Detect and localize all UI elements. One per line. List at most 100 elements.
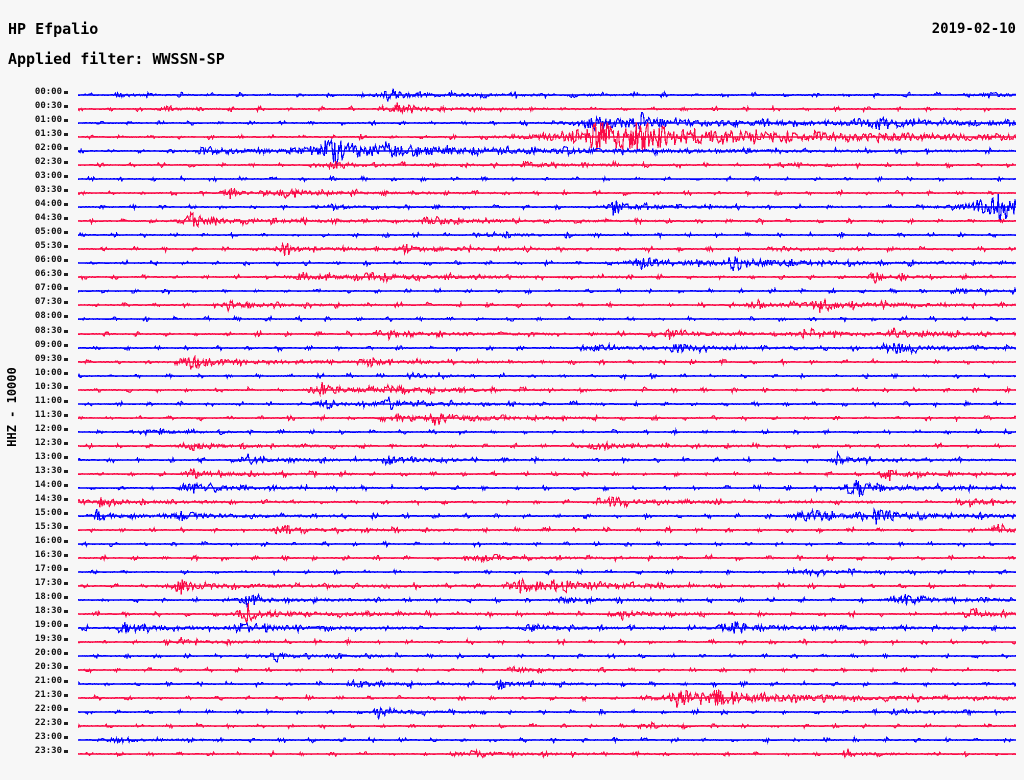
trace-time-label: 23:00	[34, 732, 62, 743]
trace-time-label: 15:00	[34, 507, 62, 518]
trace-time-label: 17:30	[34, 578, 62, 589]
axis-tick	[64, 497, 68, 501]
axis-tick	[64, 539, 68, 543]
trace-time-label: 20:00	[34, 648, 62, 659]
trace-waveform	[78, 543, 1016, 573]
axis-tick	[64, 553, 68, 557]
axis-tick	[64, 722, 68, 726]
axis-tick	[64, 371, 68, 375]
trace-time-label: 14:00	[34, 479, 62, 490]
trace-row: 11:30	[0, 410, 1024, 426]
trace-row: 11:00	[0, 396, 1024, 411]
axis-tick	[64, 483, 68, 487]
trace-waveform	[78, 122, 1016, 152]
trace-row: 01:30	[0, 122, 1024, 152]
trace-row: 01:00	[0, 112, 1024, 132]
trace-waveform	[78, 262, 1016, 292]
trace-row: 18:30	[0, 603, 1024, 625]
trace-row: 07:30	[0, 298, 1024, 314]
trace-time-label: 00:00	[34, 87, 62, 97]
trace-time-label: 10:30	[34, 381, 62, 392]
trace-waveform	[78, 655, 1016, 685]
trace-time-label: 16:30	[34, 549, 62, 560]
axis-tick	[64, 259, 68, 263]
trace-waveform	[78, 487, 1016, 517]
axis-tick	[64, 203, 68, 207]
trace-waveform	[78, 431, 1016, 461]
trace-waveform	[78, 529, 1016, 559]
trace-waveform	[78, 585, 1016, 615]
axis-tick	[64, 596, 68, 600]
trace-row: 02:30	[0, 158, 1024, 172]
page-title: HP Efpalio	[8, 20, 99, 38]
trace-waveform	[78, 220, 1016, 250]
trace-time-label: 04:30	[34, 213, 62, 224]
trace-time-label: 04:00	[34, 199, 62, 210]
trace-row: 19:30	[0, 635, 1024, 649]
axis-tick	[64, 413, 68, 417]
axis-tick	[64, 469, 68, 473]
trace-row: 02:00	[0, 138, 1024, 166]
trace-row: 03:30	[0, 186, 1024, 200]
trace-time-label: 22:00	[34, 704, 62, 715]
trace-row: 20:30	[0, 663, 1024, 677]
trace-row: 06:00	[0, 255, 1024, 272]
trace-time-label: 02:00	[34, 143, 62, 154]
trace-row: 23:00	[0, 733, 1024, 747]
trace-waveform	[78, 571, 1016, 601]
trace-time-label: 06:30	[34, 269, 62, 280]
trace-waveform	[78, 276, 1016, 306]
trace-row: 04:00	[0, 194, 1024, 223]
axis-tick	[64, 385, 68, 389]
trace-time-label: 19:00	[34, 620, 62, 631]
axis-tick	[64, 189, 68, 193]
trace-waveform	[78, 641, 1016, 671]
axis-tick	[64, 441, 68, 445]
trace-row: 21:00	[0, 677, 1024, 691]
trace-waveform	[78, 375, 1016, 405]
axis-tick	[64, 133, 68, 137]
trace-row: 10:00	[0, 368, 1024, 383]
trace-waveform	[78, 248, 1016, 278]
trace-time-label: 07:00	[34, 283, 62, 294]
trace-waveform	[78, 333, 1016, 363]
trace-row: 08:30	[0, 325, 1024, 341]
trace-row: 16:30	[0, 549, 1024, 565]
axis-tick	[64, 694, 68, 698]
trace-row: 16:00	[0, 536, 1024, 551]
trace-time-label: 02:30	[34, 157, 62, 168]
axis-tick	[64, 287, 68, 291]
axis-tick	[64, 301, 68, 305]
trace-row: 09:00	[0, 340, 1024, 355]
trace-row: 07:00	[0, 284, 1024, 298]
trace-waveform	[78, 697, 1016, 727]
trace-time-label: 01:30	[34, 129, 62, 140]
filter-label: Applied filter: WWSSN-SP	[8, 50, 225, 68]
axis-tick	[64, 652, 68, 656]
trace-row: 00:00	[0, 87, 1024, 103]
trace-waveform	[78, 403, 1016, 433]
trace-row: 18:00	[0, 592, 1024, 608]
axis-tick	[64, 245, 68, 249]
trace-time-label: 06:00	[34, 255, 62, 266]
trace-row: 19:00	[0, 621, 1024, 635]
trace-waveform	[78, 206, 1016, 236]
trace-row: 14:30	[0, 494, 1024, 509]
axis-tick	[64, 161, 68, 165]
axis-tick	[64, 329, 68, 333]
trace-waveform	[78, 234, 1016, 264]
axis-tick	[64, 273, 68, 277]
trace-waveform	[78, 557, 1016, 587]
trace-time-label: 18:00	[34, 592, 62, 603]
axis-tick	[64, 343, 68, 347]
trace-time-label: 08:30	[34, 325, 62, 336]
axis-tick	[64, 147, 68, 151]
trace-row: 06:30	[0, 269, 1024, 285]
axis-tick	[64, 105, 68, 109]
trace-time-label: 23:30	[34, 746, 62, 757]
trace-waveform	[78, 445, 1016, 475]
trace-row: 21:30	[0, 689, 1024, 709]
trace-row: 12:00	[0, 424, 1024, 439]
trace-row: 00:30	[0, 102, 1024, 116]
